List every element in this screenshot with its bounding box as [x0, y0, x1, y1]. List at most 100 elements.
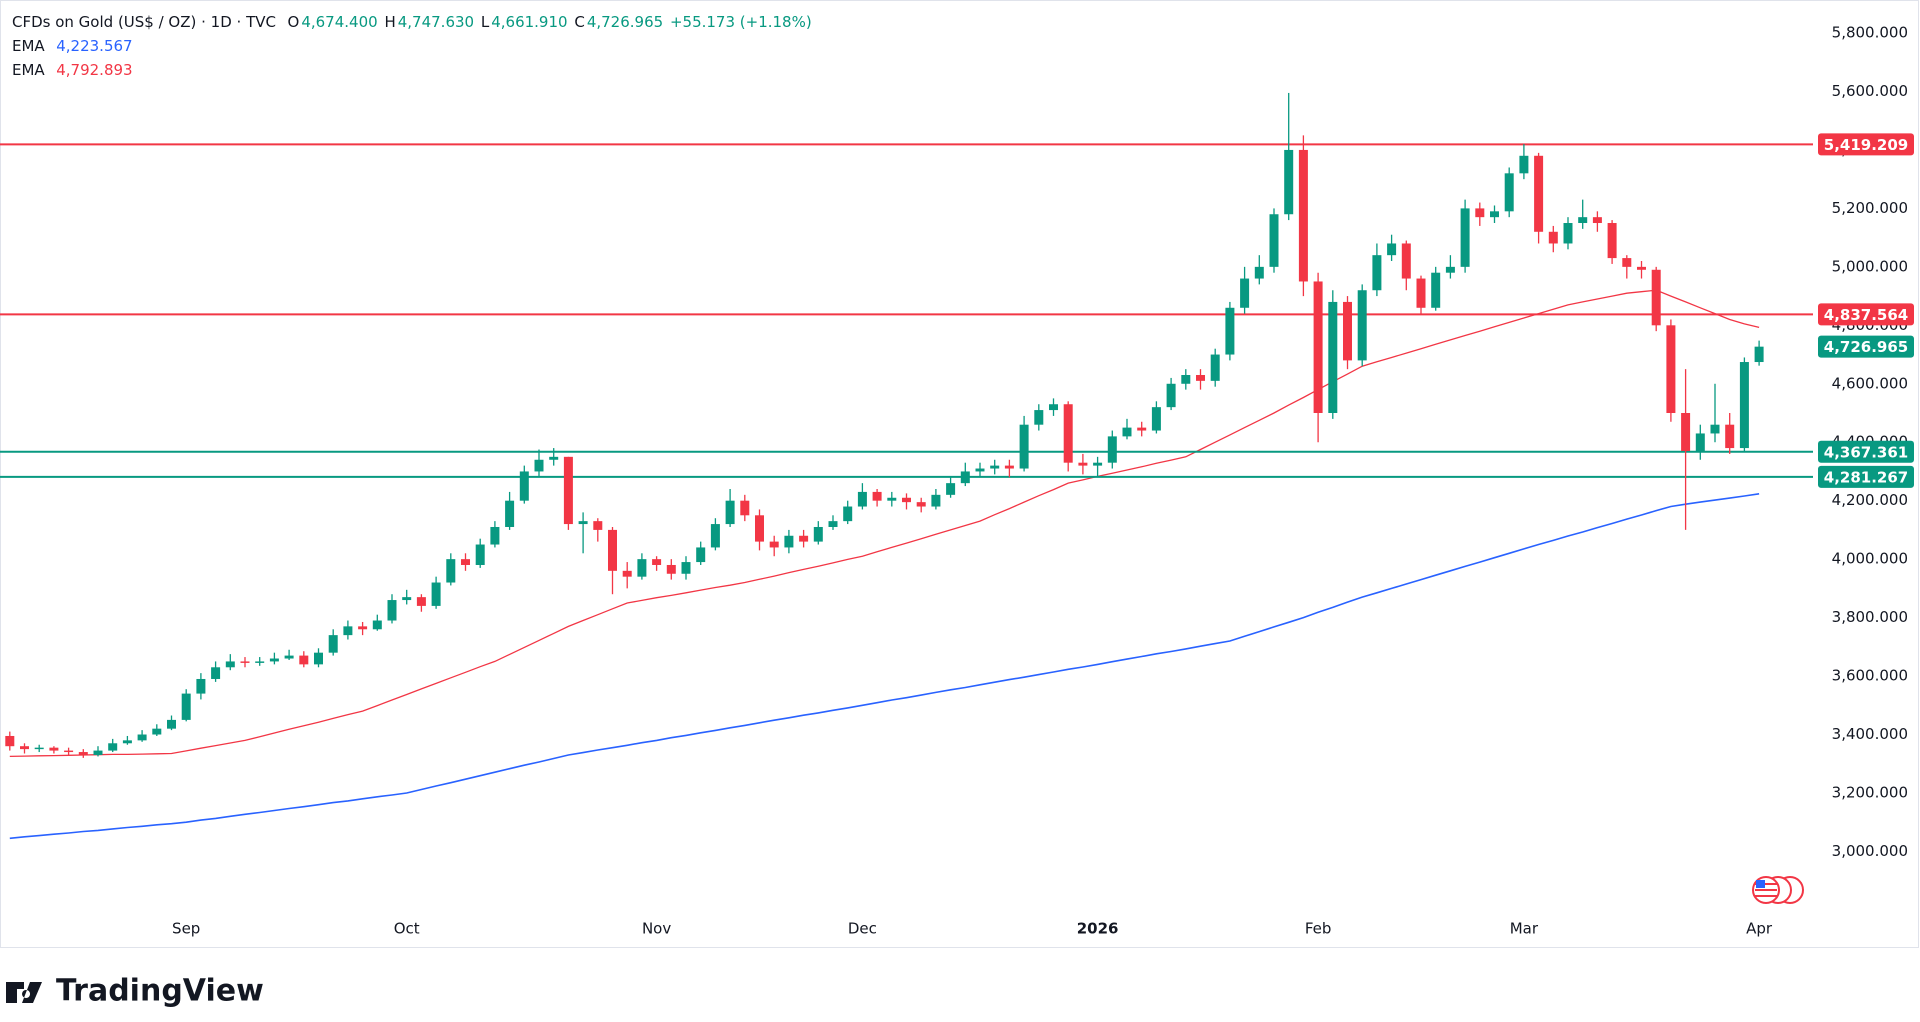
candle-body — [167, 719, 176, 729]
candle-body — [1034, 410, 1044, 425]
y-tick-label: 3,200.000 — [1832, 783, 1908, 801]
candle-body — [152, 728, 162, 735]
candle-body — [887, 497, 897, 501]
candle-body — [1754, 346, 1764, 363]
ema-line — [9, 289, 1760, 758]
x-tick-label: Apr — [1746, 920, 1773, 938]
candle-body — [1548, 231, 1558, 244]
candle-body — [225, 661, 235, 668]
y-tick-label: 5,000.000 — [1832, 257, 1908, 275]
candle-body — [916, 502, 926, 507]
candle-body — [1681, 412, 1691, 451]
candle-body — [1166, 383, 1176, 408]
candle-body — [211, 667, 221, 679]
candle-body — [1592, 217, 1602, 224]
candle-body — [1093, 462, 1103, 466]
candle-body — [828, 521, 838, 527]
level-label-text: 4,367.361 — [1824, 443, 1908, 461]
candle-body — [402, 597, 412, 601]
candle-body — [1490, 211, 1499, 218]
ohlc-key: H — [384, 13, 396, 31]
y-tick-label: 4,000.000 — [1832, 550, 1908, 568]
symbol-row: CFDs on Gold (US$ / OZ) · 1D · TVC O 4,67… — [12, 10, 814, 34]
candle-body — [637, 559, 647, 577]
candle-body — [1475, 208, 1485, 218]
legend-name: EMA — [12, 37, 45, 55]
y-tick-label: 5,800.000 — [1832, 24, 1908, 42]
candle-body — [1710, 424, 1720, 434]
candle-body — [1269, 214, 1279, 267]
candle-body — [1254, 266, 1264, 279]
candle-body — [431, 582, 441, 606]
candle-body — [843, 506, 853, 522]
chart-frame — [0, 0, 1919, 948]
x-tick-label: Nov — [642, 920, 671, 938]
candle-body — [387, 600, 397, 621]
candle-body — [534, 459, 544, 472]
candle-body — [1431, 272, 1441, 308]
candle-body — [784, 535, 794, 548]
candle-body — [769, 541, 779, 548]
y-tick-label: 5,600.000 — [1832, 82, 1908, 100]
candle-body — [358, 626, 368, 630]
candle-body — [1651, 269, 1661, 326]
x-tick-label: 2026 — [1077, 920, 1119, 938]
candle-body — [137, 734, 147, 741]
candle-body — [902, 497, 911, 503]
candle-body — [269, 658, 279, 662]
candle-body — [563, 456, 573, 525]
candle-body — [813, 526, 823, 542]
x-tick-label: Oct — [394, 920, 420, 938]
candle-body — [196, 678, 206, 694]
candle-body — [1695, 433, 1705, 451]
candle-body — [416, 597, 426, 606]
candle-body — [64, 750, 74, 753]
candle-body — [740, 500, 750, 516]
x-tick-label: Feb — [1305, 920, 1332, 938]
candle-body — [799, 535, 809, 542]
y-tick-label: 4,200.000 — [1832, 491, 1908, 509]
candle-body — [299, 655, 309, 665]
x-tick-label: Dec — [848, 920, 877, 938]
candle-body — [328, 635, 338, 653]
candle-body — [725, 500, 735, 525]
candle-body — [122, 740, 132, 744]
candle-body — [593, 521, 603, 530]
level-label-box — [1818, 303, 1914, 326]
candle-body — [255, 661, 265, 663]
candle-body — [1460, 208, 1470, 267]
last-price-text: 4,726.965 — [1824, 338, 1908, 356]
candle-body — [1078, 462, 1088, 466]
candle-body — [343, 626, 353, 636]
candle-body — [284, 655, 294, 659]
level-label-box — [1818, 465, 1914, 488]
flag-icon — [1752, 876, 1804, 904]
candle-body — [1387, 243, 1397, 256]
ohlc-key: C — [574, 13, 585, 31]
candle-body — [1534, 155, 1544, 232]
x-tick-label: Mar — [1510, 920, 1539, 938]
ema-row: EMA 4,223.567 — [12, 34, 814, 58]
candle-body — [1578, 217, 1588, 224]
legend-value: 4,223.567 — [56, 37, 133, 55]
candle-body — [1637, 266, 1646, 270]
last-price-box — [1818, 335, 1914, 358]
legend-name: EMA — [12, 61, 45, 79]
y-tick-label: 5,200.000 — [1832, 199, 1908, 217]
candle-body — [20, 746, 29, 750]
y-tick-label: 3,600.000 — [1832, 667, 1908, 685]
candle-body — [1622, 258, 1632, 267]
candle-body — [1519, 155, 1529, 174]
candle-body — [1357, 290, 1367, 361]
candle-body — [519, 471, 529, 501]
legend: CFDs on Gold (US$ / OZ) · 1D · TVC O 4,67… — [12, 10, 814, 82]
ohlc-value: 4,661.910 — [491, 13, 568, 31]
ohlc-key: O — [287, 13, 300, 31]
candle-body — [872, 491, 882, 501]
level-label-text: 4,281.267 — [1824, 468, 1908, 486]
candle-body — [608, 529, 617, 571]
candle-body — [975, 468, 985, 472]
candle-body — [490, 526, 500, 545]
